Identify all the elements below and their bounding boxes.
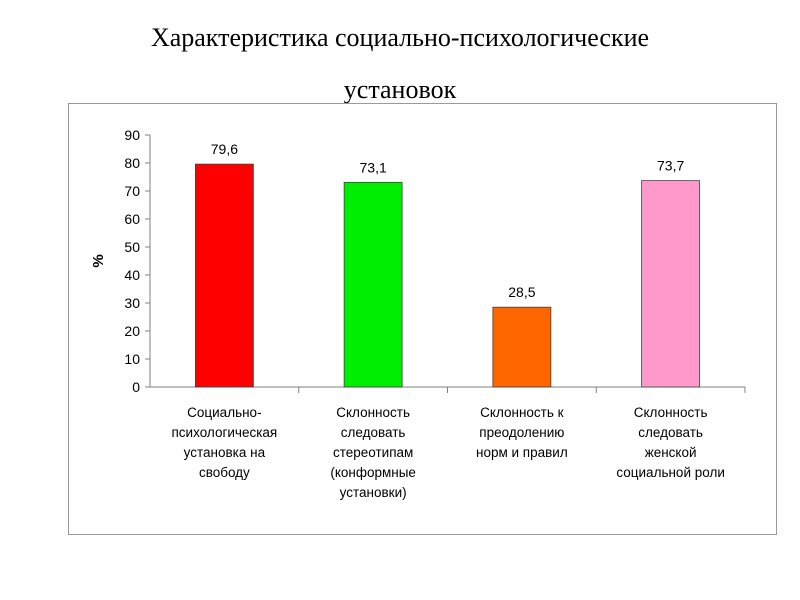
x-category-label-line: норм и правил (476, 445, 568, 460)
slide-title-line-2: установок (343, 75, 457, 104)
x-category-label-line: социальной роли (616, 465, 725, 480)
x-category-label: Склонность к преодолению норм и правил (452, 403, 592, 463)
x-category-label-line: установки) (339, 485, 407, 500)
data-label: 28,5 (508, 284, 535, 300)
x-category-label-line: преодолению (479, 425, 565, 440)
slide-title-line-1: Характеристика социально-психологические (150, 23, 650, 52)
x-category-label-line: Склонность (336, 405, 410, 420)
x-category-label-line: стереотипам (332, 445, 414, 460)
x-category-label-line: Склонность (633, 405, 708, 420)
y-axis-label: % (90, 254, 107, 267)
x-category-label-line: свободу (198, 465, 250, 480)
data-label: 73,1 (360, 159, 387, 175)
bar (194, 163, 254, 388)
y-tick-label: 50 (124, 239, 140, 255)
x-category-label-line: психологическая (171, 425, 278, 440)
bar (343, 181, 403, 388)
x-category-label: Социально-психологическая установка на сво… (154, 403, 294, 483)
bar (492, 306, 552, 388)
x-category-label-line: женской (644, 445, 697, 460)
slide-title: Характеристика социально-психологические… (0, 12, 800, 116)
x-category-label-line: Социально- (187, 405, 262, 420)
x-category-label-line: следовать (638, 425, 703, 440)
data-label: 79,6 (211, 141, 238, 157)
y-tick-label: 30 (124, 295, 140, 311)
x-category-label: Склонность следовать стереотипам (конформны… (303, 403, 443, 503)
y-tick-label: 20 (124, 323, 140, 339)
x-category-label-line: (конформные (330, 465, 416, 480)
y-tick-label: 70 (124, 183, 140, 199)
data-label: 73,7 (657, 158, 684, 174)
y-tick-label: 80 (124, 155, 140, 171)
y-tick-label: 0 (132, 379, 140, 395)
x-category-label-line: следовать (340, 425, 406, 440)
y-tick-label: 60 (124, 211, 140, 227)
y-tick-label: 40 (124, 267, 140, 283)
x-category-label-line: установка на (183, 445, 266, 460)
x-category-label-line: Склонность к (480, 405, 564, 420)
y-tick-label: 90 (124, 127, 140, 143)
x-category-label: Склонность следовать женской социальной рол… (601, 403, 741, 483)
bar (641, 180, 701, 388)
y-tick-label: 10 (124, 351, 140, 367)
